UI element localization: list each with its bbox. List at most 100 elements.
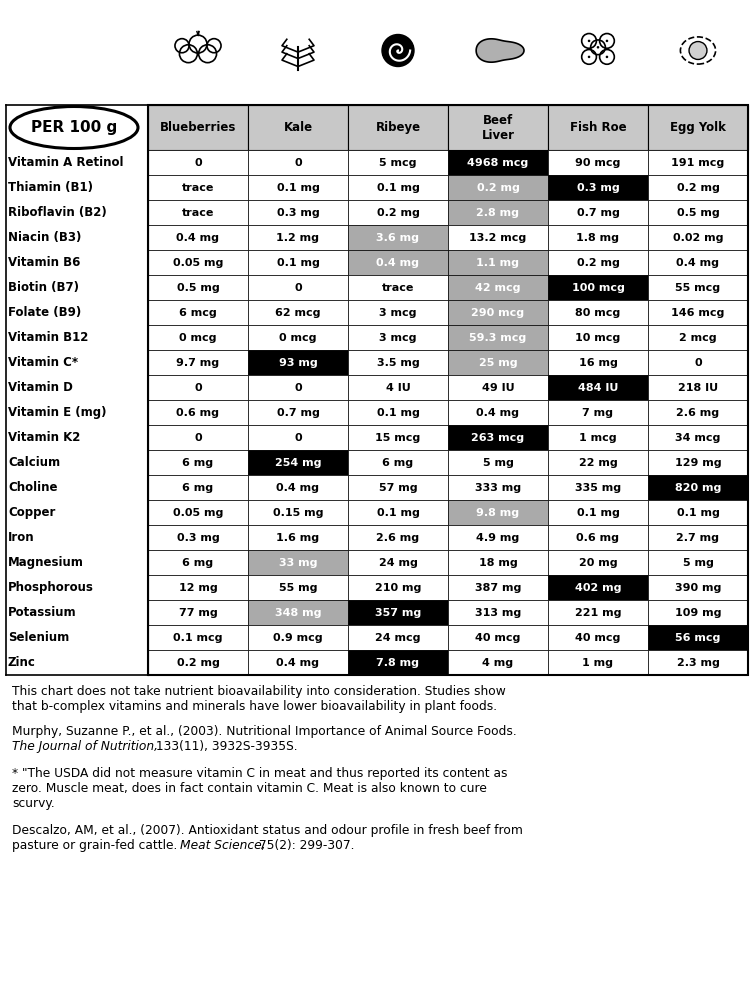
Bar bbox=[648, 500, 748, 525]
Text: Ribeye: Ribeye bbox=[376, 121, 421, 134]
Text: Vitamin B12: Vitamin B12 bbox=[8, 331, 88, 344]
Bar bbox=[448, 575, 548, 600]
Bar bbox=[248, 425, 348, 450]
Bar bbox=[348, 525, 448, 550]
Text: Folate (B9): Folate (B9) bbox=[8, 306, 81, 319]
Bar bbox=[248, 275, 348, 300]
Circle shape bbox=[606, 40, 608, 42]
Bar bbox=[248, 525, 348, 550]
Bar bbox=[148, 575, 248, 600]
Bar bbox=[648, 425, 748, 450]
Text: 2.6 mg: 2.6 mg bbox=[376, 533, 419, 543]
Bar bbox=[548, 625, 648, 650]
Bar bbox=[248, 350, 348, 375]
Text: 40 mcg: 40 mcg bbox=[476, 632, 520, 642]
Text: 221 mg: 221 mg bbox=[574, 608, 621, 618]
Bar bbox=[348, 625, 448, 650]
Bar bbox=[348, 250, 448, 275]
Bar bbox=[448, 475, 548, 500]
Text: 18 mg: 18 mg bbox=[478, 558, 518, 568]
Text: 0.1 mg: 0.1 mg bbox=[376, 182, 419, 192]
Bar bbox=[248, 550, 348, 575]
Text: 0: 0 bbox=[294, 432, 302, 442]
Circle shape bbox=[597, 46, 599, 49]
Text: Phosphorous: Phosphorous bbox=[8, 581, 94, 594]
Text: 0.7 mg: 0.7 mg bbox=[577, 207, 620, 217]
Bar bbox=[248, 175, 348, 200]
Text: 146 mcg: 146 mcg bbox=[671, 308, 724, 318]
Text: 0.1 mg: 0.1 mg bbox=[376, 508, 419, 518]
Text: 100 mcg: 100 mcg bbox=[572, 283, 625, 293]
Bar bbox=[548, 475, 648, 500]
Bar bbox=[448, 300, 548, 325]
Text: Potassium: Potassium bbox=[8, 606, 76, 619]
Bar bbox=[548, 150, 648, 175]
Bar bbox=[448, 150, 548, 175]
Text: Vitamin B6: Vitamin B6 bbox=[8, 256, 80, 269]
Bar bbox=[548, 575, 648, 600]
Text: 357 mg: 357 mg bbox=[375, 608, 422, 618]
Text: 55 mg: 55 mg bbox=[279, 583, 317, 593]
Text: 333 mg: 333 mg bbox=[475, 482, 521, 492]
Text: Vitamin K2: Vitamin K2 bbox=[8, 431, 80, 444]
Bar bbox=[148, 500, 248, 525]
Text: 2.3 mg: 2.3 mg bbox=[676, 657, 719, 667]
Text: Magnesium: Magnesium bbox=[8, 556, 84, 569]
Text: Descalzo, AM, et al., (2007). Antioxidant status and odour profile in fresh beef: Descalzo, AM, et al., (2007). Antioxidan… bbox=[12, 824, 523, 837]
Bar bbox=[448, 550, 548, 575]
Text: 4968 mcg: 4968 mcg bbox=[467, 157, 529, 167]
Text: 820 mg: 820 mg bbox=[675, 482, 722, 492]
Bar bbox=[348, 475, 448, 500]
Text: 55 mcg: 55 mcg bbox=[676, 283, 721, 293]
Bar bbox=[348, 600, 448, 625]
Bar bbox=[448, 250, 548, 275]
Text: 0.9 mcg: 0.9 mcg bbox=[273, 632, 322, 642]
Text: 20 mg: 20 mg bbox=[579, 558, 617, 568]
Text: Egg Yolk: Egg Yolk bbox=[670, 121, 726, 134]
Text: 0.2 mg: 0.2 mg bbox=[176, 657, 220, 667]
Bar bbox=[248, 105, 348, 150]
Text: 0.4 mg: 0.4 mg bbox=[476, 407, 520, 417]
Text: 4 mg: 4 mg bbox=[482, 657, 514, 667]
Bar bbox=[648, 225, 748, 250]
Bar bbox=[448, 350, 548, 375]
Bar bbox=[148, 325, 248, 350]
Bar bbox=[348, 375, 448, 400]
Text: 0.2 mg: 0.2 mg bbox=[376, 207, 419, 217]
Text: 254 mg: 254 mg bbox=[274, 457, 321, 467]
Bar bbox=[548, 225, 648, 250]
Text: 313 mg: 313 mg bbox=[475, 608, 521, 618]
Bar bbox=[548, 525, 648, 550]
Text: that b-complex vitamins and minerals have lower bioavailability in plant foods.: that b-complex vitamins and minerals hav… bbox=[12, 700, 497, 713]
Text: 263 mcg: 263 mcg bbox=[472, 432, 524, 442]
Text: trace: trace bbox=[182, 182, 214, 192]
Bar bbox=[548, 200, 648, 225]
Text: 0: 0 bbox=[294, 157, 302, 167]
Bar bbox=[148, 525, 248, 550]
Text: Vitamin A Retinol: Vitamin A Retinol bbox=[8, 156, 124, 169]
Text: 16 mg: 16 mg bbox=[578, 358, 617, 368]
Bar bbox=[648, 375, 748, 400]
Text: 218 IU: 218 IU bbox=[678, 382, 718, 392]
Text: zero. Muscle meat, does in fact contain vitamin C. Meat is also known to cure: zero. Muscle meat, does in fact contain … bbox=[12, 782, 487, 795]
Circle shape bbox=[588, 40, 590, 42]
Text: 0: 0 bbox=[194, 157, 202, 167]
Bar bbox=[648, 525, 748, 550]
Bar bbox=[548, 250, 648, 275]
Bar bbox=[248, 450, 348, 475]
Text: 0.4 mg: 0.4 mg bbox=[277, 657, 320, 667]
Text: 24 mcg: 24 mcg bbox=[375, 632, 421, 642]
Text: 0.1 mg: 0.1 mg bbox=[277, 182, 320, 192]
Bar bbox=[648, 450, 748, 475]
Bar bbox=[648, 275, 748, 300]
Ellipse shape bbox=[10, 107, 138, 148]
Text: Blueberries: Blueberries bbox=[160, 121, 236, 134]
Text: Fish Roe: Fish Roe bbox=[570, 121, 626, 134]
Text: 1.8 mg: 1.8 mg bbox=[577, 232, 620, 242]
Bar bbox=[248, 150, 348, 175]
Bar bbox=[648, 250, 748, 275]
Text: 57 mg: 57 mg bbox=[379, 482, 417, 492]
Bar bbox=[448, 105, 548, 150]
Bar bbox=[248, 500, 348, 525]
Text: 9.7 mg: 9.7 mg bbox=[176, 358, 220, 368]
